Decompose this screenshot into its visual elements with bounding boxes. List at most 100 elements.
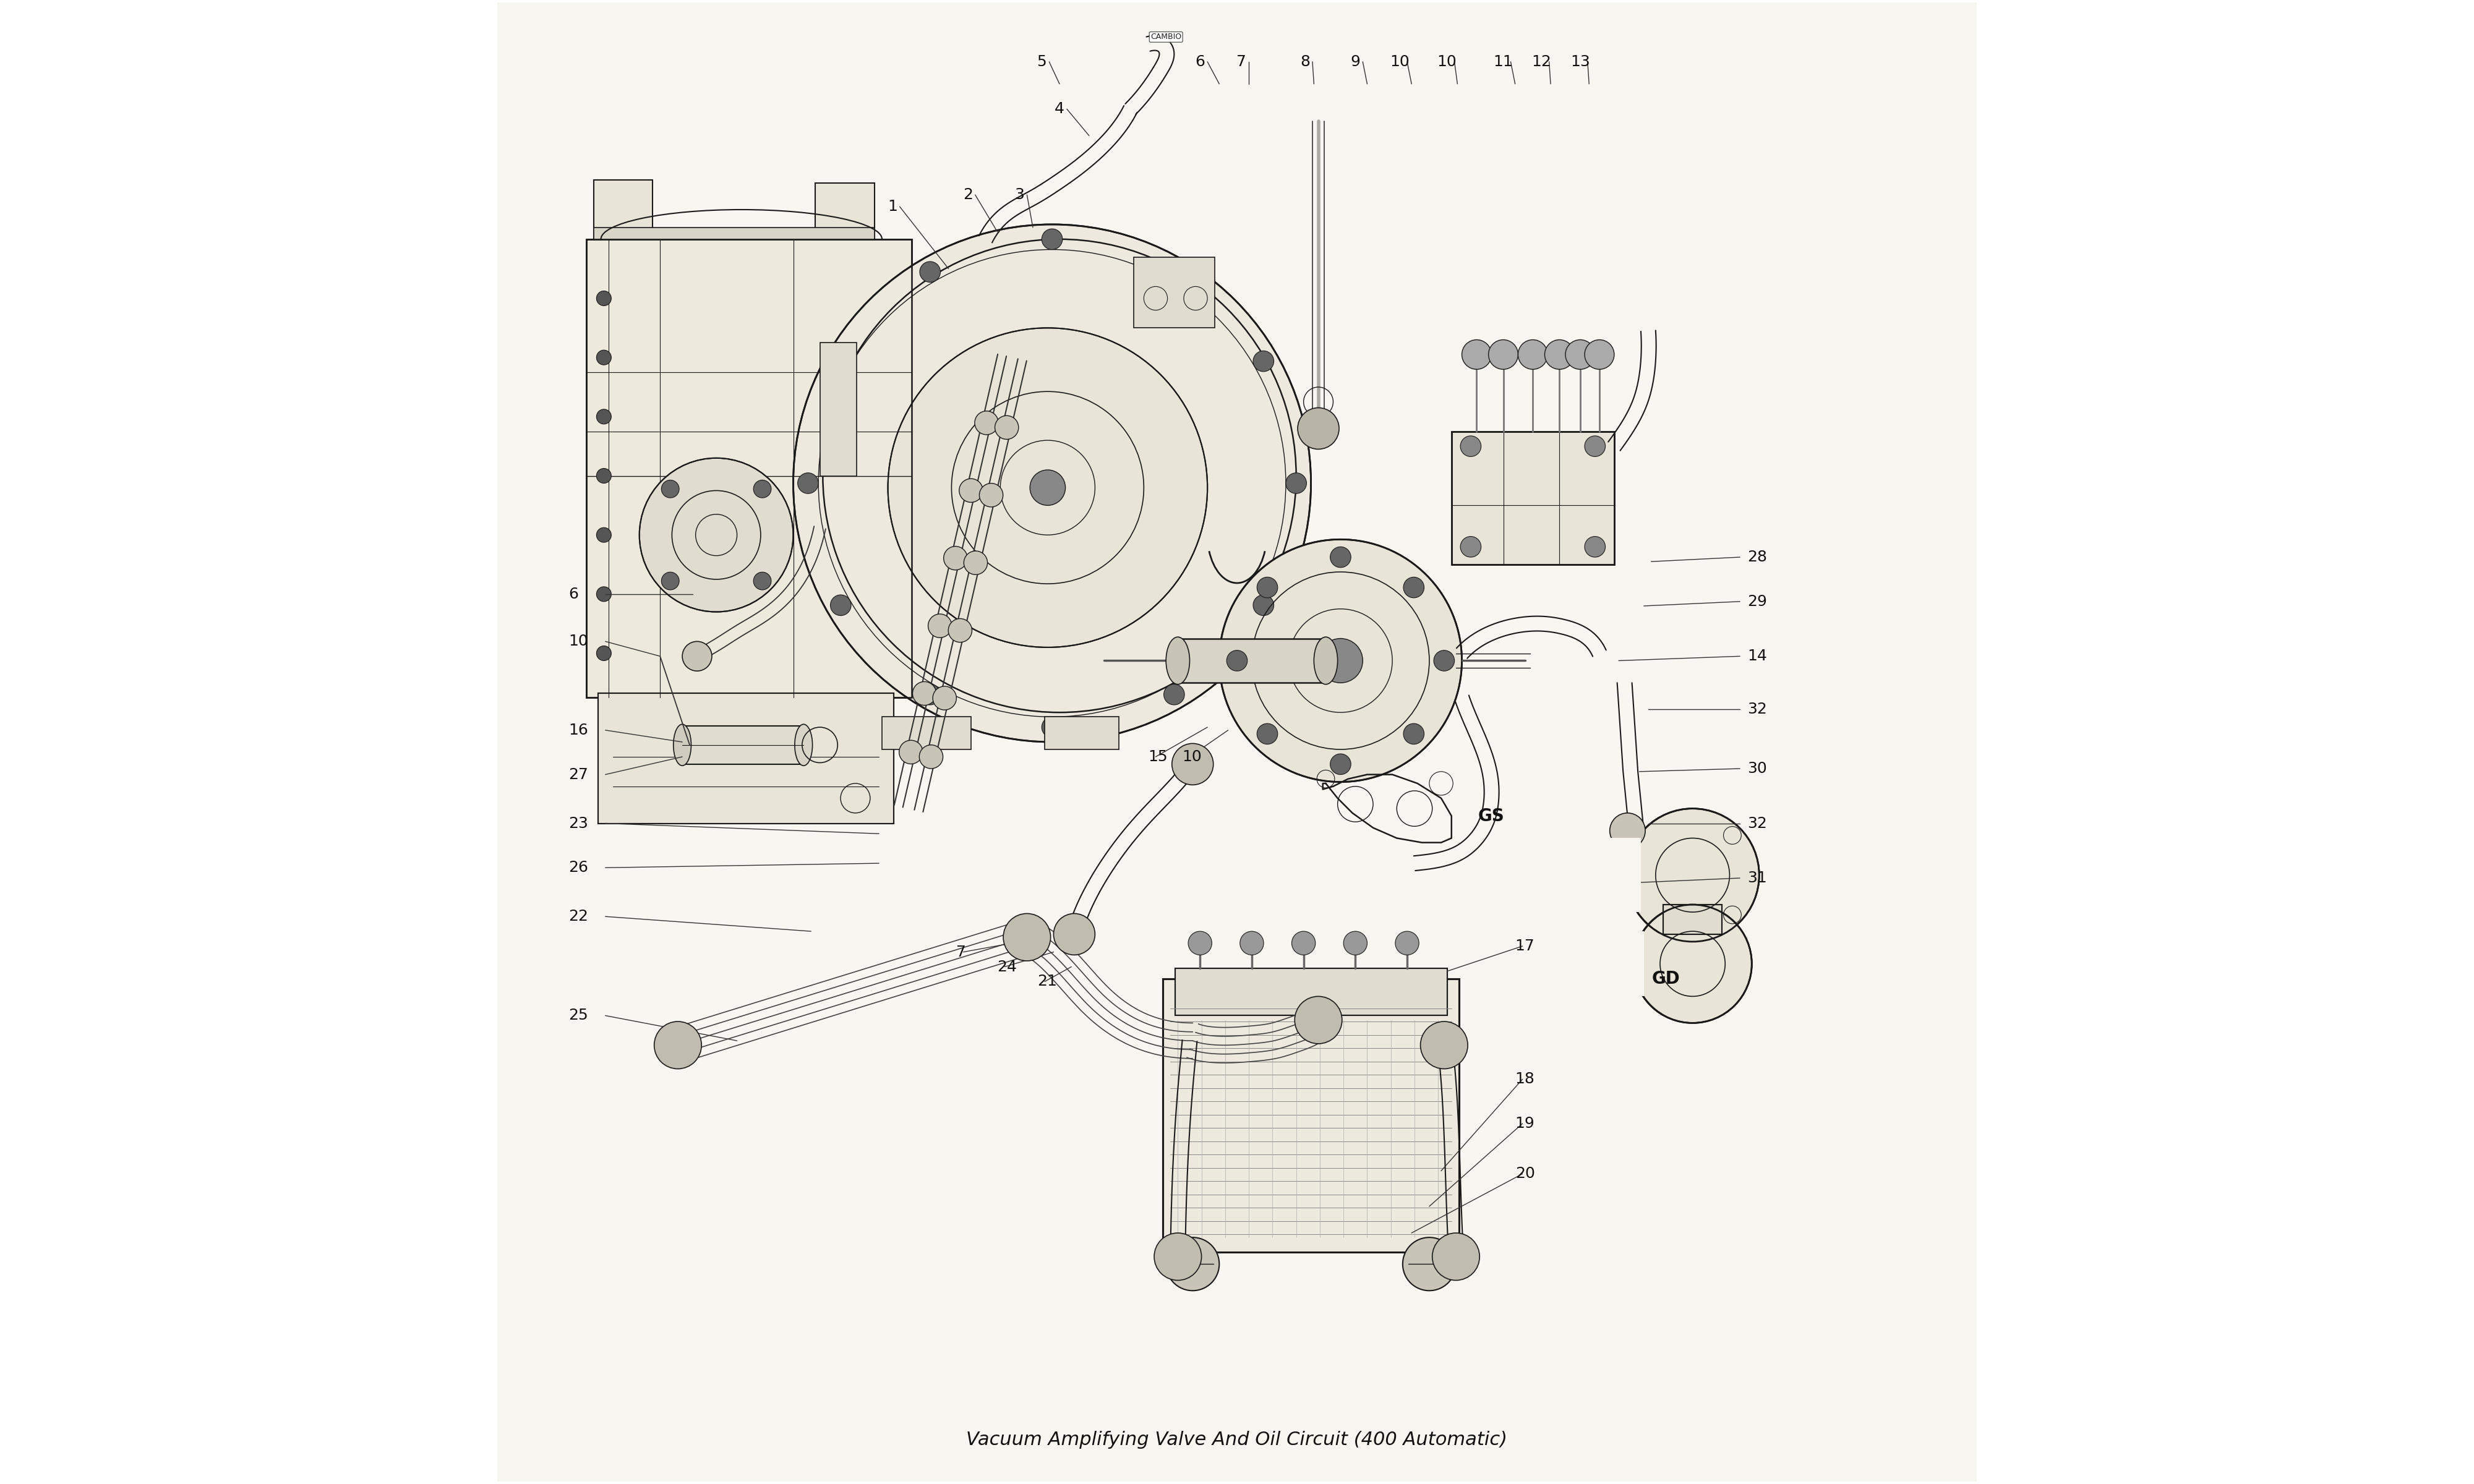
Text: GS: GS <box>1477 807 1504 825</box>
Text: 26: 26 <box>569 861 589 876</box>
Circle shape <box>1586 340 1613 370</box>
Text: 31: 31 <box>1747 871 1766 886</box>
Bar <box>1663 905 1722 935</box>
Bar <box>1044 717 1118 749</box>
Text: 8: 8 <box>1301 55 1311 70</box>
Text: 18: 18 <box>1514 1071 1534 1086</box>
Bar <box>1603 838 1640 913</box>
Circle shape <box>920 684 940 705</box>
Text: 29: 29 <box>1747 594 1766 608</box>
Text: 15: 15 <box>1148 749 1168 764</box>
Circle shape <box>1257 577 1277 598</box>
Circle shape <box>1460 536 1482 556</box>
Text: 20: 20 <box>1514 1166 1534 1181</box>
Circle shape <box>1257 724 1277 743</box>
Text: CAMBIO: CAMBIO <box>1150 33 1183 42</box>
Circle shape <box>661 573 680 589</box>
Text: 4: 4 <box>1054 101 1064 116</box>
Circle shape <box>1586 536 1606 556</box>
Circle shape <box>1403 1238 1455 1291</box>
Bar <box>816 183 876 239</box>
Text: Vacuum Amplifying Valve And Oil Circuit (400 Automatic): Vacuum Amplifying Valve And Oil Circuit … <box>967 1431 1507 1448</box>
Circle shape <box>596 291 611 306</box>
Text: 23: 23 <box>569 816 589 831</box>
Circle shape <box>980 484 1002 508</box>
Circle shape <box>797 473 819 494</box>
Circle shape <box>975 411 999 435</box>
Text: 13: 13 <box>1571 55 1591 70</box>
Circle shape <box>898 741 923 764</box>
Circle shape <box>1611 813 1645 849</box>
Bar <box>599 693 893 824</box>
Text: 10: 10 <box>569 634 589 649</box>
Circle shape <box>755 481 772 497</box>
Text: 3: 3 <box>1014 187 1024 202</box>
Circle shape <box>943 546 967 570</box>
Ellipse shape <box>1165 637 1190 684</box>
Text: 30: 30 <box>1747 761 1766 776</box>
Circle shape <box>755 573 772 589</box>
Circle shape <box>596 646 611 660</box>
Circle shape <box>928 614 952 638</box>
Circle shape <box>1319 638 1363 683</box>
Circle shape <box>1042 717 1061 738</box>
Bar <box>1163 978 1460 1252</box>
Circle shape <box>596 350 611 365</box>
Circle shape <box>653 1021 703 1068</box>
Circle shape <box>1343 932 1368 956</box>
Bar <box>1611 932 1643 996</box>
Circle shape <box>1294 996 1341 1043</box>
Circle shape <box>965 551 987 574</box>
Ellipse shape <box>673 724 690 766</box>
Text: 32: 32 <box>1747 816 1766 831</box>
Circle shape <box>1188 932 1212 956</box>
Circle shape <box>933 686 957 709</box>
Text: 2: 2 <box>962 187 972 202</box>
Circle shape <box>1519 340 1549 370</box>
Text: 12: 12 <box>1531 55 1551 70</box>
Bar <box>1175 968 1447 1015</box>
Bar <box>1163 978 1460 1252</box>
Circle shape <box>1042 229 1061 249</box>
Text: 10: 10 <box>1183 749 1202 764</box>
Text: 10: 10 <box>1437 55 1457 70</box>
Text: 17: 17 <box>1514 939 1534 954</box>
Circle shape <box>1395 932 1420 956</box>
Circle shape <box>1435 650 1455 671</box>
Circle shape <box>1054 914 1096 956</box>
Circle shape <box>1254 595 1274 616</box>
Text: 1: 1 <box>888 199 898 214</box>
Bar <box>586 239 910 697</box>
Circle shape <box>1489 340 1519 370</box>
Circle shape <box>913 681 935 705</box>
Circle shape <box>1029 470 1066 506</box>
Circle shape <box>960 479 982 502</box>
Ellipse shape <box>794 724 811 766</box>
Text: 9: 9 <box>1351 55 1361 70</box>
Bar <box>881 717 970 749</box>
Bar <box>1452 432 1613 564</box>
Circle shape <box>1403 724 1425 743</box>
Circle shape <box>1432 1233 1479 1281</box>
Text: 6: 6 <box>569 586 579 601</box>
Text: 21: 21 <box>1037 974 1056 988</box>
Text: 24: 24 <box>997 959 1017 974</box>
Circle shape <box>1155 1233 1202 1281</box>
Circle shape <box>1331 754 1351 775</box>
Circle shape <box>920 745 943 769</box>
Ellipse shape <box>1314 637 1338 684</box>
Circle shape <box>1566 340 1596 370</box>
Circle shape <box>948 619 972 643</box>
Bar <box>683 726 804 764</box>
Circle shape <box>1239 932 1264 956</box>
Circle shape <box>995 416 1019 439</box>
Bar <box>586 239 910 697</box>
Circle shape <box>1403 577 1425 598</box>
Bar <box>1663 905 1722 935</box>
Circle shape <box>888 328 1207 647</box>
Text: 19: 19 <box>1514 1116 1534 1131</box>
Circle shape <box>638 459 794 611</box>
Text: 25: 25 <box>569 1008 589 1022</box>
Circle shape <box>1173 743 1212 785</box>
Bar <box>594 227 876 239</box>
